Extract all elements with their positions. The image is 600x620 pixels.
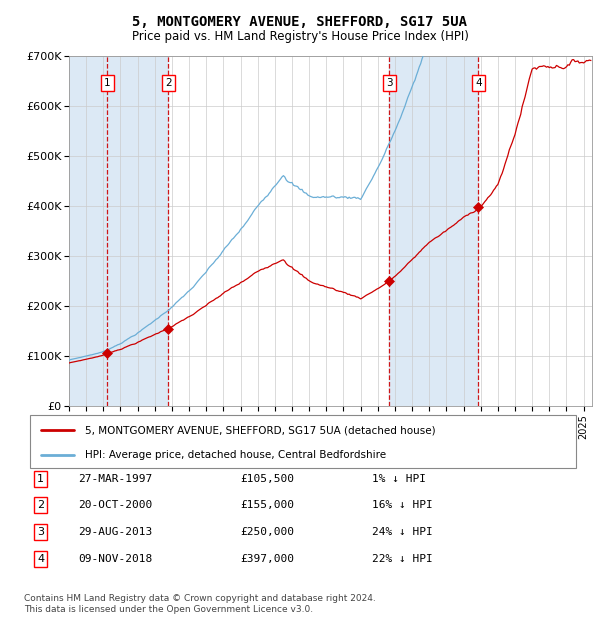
Text: 5, MONTGOMERY AVENUE, SHEFFORD, SG17 5UA: 5, MONTGOMERY AVENUE, SHEFFORD, SG17 5UA [133, 16, 467, 30]
Bar [69, 56, 107, 406]
Text: 1% ↓ HPI: 1% ↓ HPI [372, 474, 426, 484]
Text: £250,000: £250,000 [240, 527, 294, 537]
Text: HPI: Average price, detached house, Central Bedfordshire: HPI: Average price, detached house, Cent… [85, 450, 386, 460]
Text: 3: 3 [386, 78, 392, 88]
Text: 24% ↓ HPI: 24% ↓ HPI [372, 527, 433, 537]
Text: 16% ↓ HPI: 16% ↓ HPI [372, 500, 433, 510]
Text: £397,000: £397,000 [240, 554, 294, 564]
Text: 29-AUG-2013: 29-AUG-2013 [78, 527, 152, 537]
Text: Contains HM Land Registry data © Crown copyright and database right 2024.: Contains HM Land Registry data © Crown c… [24, 593, 376, 603]
FancyBboxPatch shape [30, 415, 576, 468]
Text: This data is licensed under the Open Government Licence v3.0.: This data is licensed under the Open Gov… [24, 604, 313, 614]
Text: 22% ↓ HPI: 22% ↓ HPI [372, 554, 433, 564]
Bar [107, 56, 169, 406]
Text: 3: 3 [37, 527, 44, 537]
Text: 1: 1 [37, 474, 44, 484]
Text: £155,000: £155,000 [240, 500, 294, 510]
Text: 2: 2 [37, 500, 44, 510]
Text: Price paid vs. HM Land Registry's House Price Index (HPI): Price paid vs. HM Land Registry's House … [131, 30, 469, 43]
Text: £105,500: £105,500 [240, 474, 294, 484]
Text: 20-OCT-2000: 20-OCT-2000 [78, 500, 152, 510]
Text: 4: 4 [37, 554, 44, 564]
Text: 27-MAR-1997: 27-MAR-1997 [78, 474, 152, 484]
Bar [389, 56, 478, 406]
Text: 2: 2 [165, 78, 172, 88]
Text: 4: 4 [475, 78, 482, 88]
Text: 5, MONTGOMERY AVENUE, SHEFFORD, SG17 5UA (detached house): 5, MONTGOMERY AVENUE, SHEFFORD, SG17 5UA… [85, 425, 435, 435]
Text: 1: 1 [104, 78, 110, 88]
Text: 09-NOV-2018: 09-NOV-2018 [78, 554, 152, 564]
